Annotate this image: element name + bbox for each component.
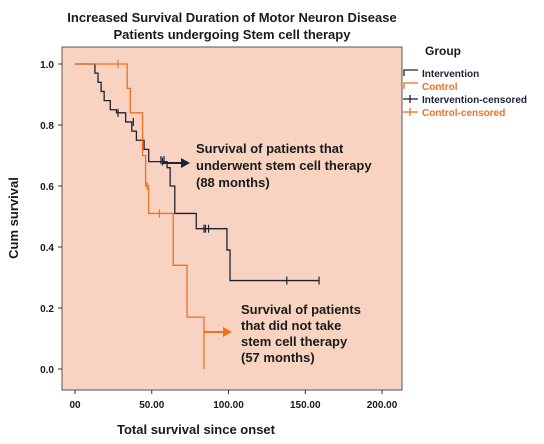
series-line-control bbox=[75, 63, 205, 369]
chart-title-line: Increased Survival Duration of Motor Neu… bbox=[67, 10, 396, 25]
legend-entry-label: Intervention bbox=[422, 69, 479, 80]
annotation-control-line: stem cell therapy bbox=[241, 334, 348, 349]
annotation-control-line: (57 months) bbox=[241, 350, 315, 365]
annotation-arrowhead-control bbox=[223, 327, 232, 337]
legend-entry-label: Control bbox=[422, 82, 458, 93]
legend-entry-label: Control-censored bbox=[422, 108, 505, 119]
legend-title: Group bbox=[425, 44, 461, 58]
y-axis-label: Cum survival bbox=[6, 177, 21, 259]
x-tick-label: 200.00 bbox=[367, 400, 398, 411]
y-tick-label: 0.8 bbox=[40, 121, 54, 132]
series-line-intervention bbox=[75, 63, 320, 282]
y-tick-label: 0.2 bbox=[40, 304, 54, 315]
legend-swatch-step bbox=[403, 69, 418, 76]
annotation-intervention-line: underwent stem cell therapy bbox=[196, 158, 372, 173]
legend-swatch-step bbox=[403, 82, 418, 89]
x-tick-label: 150.00 bbox=[290, 400, 321, 411]
y-tick-label: 0.6 bbox=[40, 182, 54, 193]
annotation-intervention-line: Survival of patients that bbox=[196, 141, 344, 156]
x-axis-label: Total survival since onset bbox=[117, 422, 276, 437]
x-tick-label: 100.00 bbox=[213, 400, 244, 411]
x-tick-label: 00 bbox=[69, 400, 81, 411]
annotation-control-line: that did not take bbox=[241, 318, 341, 333]
annotation-intervention-line: (88 months) bbox=[196, 175, 270, 190]
annotation-arrowhead-intervention bbox=[181, 158, 190, 168]
x-tick-label: 50.00 bbox=[139, 400, 164, 411]
y-tick-label: 0.0 bbox=[40, 365, 54, 376]
legend-entry-label: Intervention-censored bbox=[422, 95, 527, 106]
y-tick-label: 1.0 bbox=[40, 60, 54, 71]
annotation-control-line: Survival of patients bbox=[241, 302, 361, 317]
chart-title-line: Patients undergoing Stem cell therapy bbox=[114, 27, 352, 42]
plot-area bbox=[61, 46, 403, 391]
y-tick-label: 0.4 bbox=[40, 243, 54, 254]
